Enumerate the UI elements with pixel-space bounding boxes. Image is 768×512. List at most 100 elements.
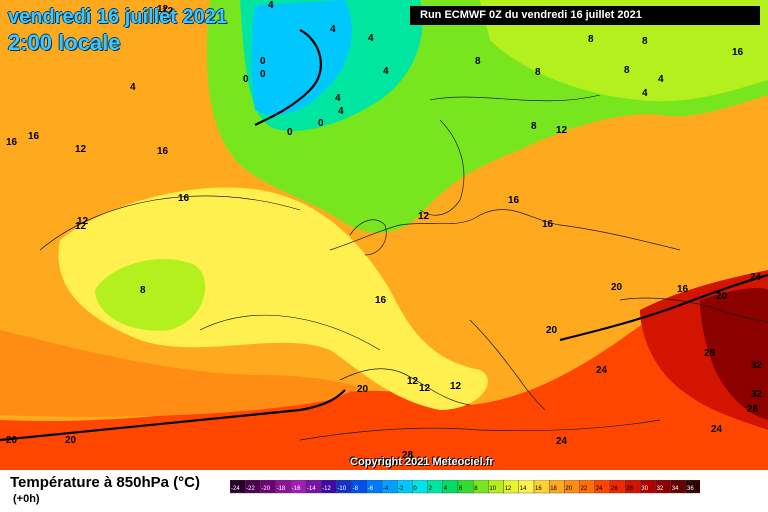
isotherm-12-atlantic: [39, 195, 301, 251]
contour-label: 8: [624, 65, 630, 76]
contour-label: 4: [130, 82, 136, 93]
zone-atlantic-cold-pool: [95, 259, 206, 331]
contour-label: 0: [287, 127, 293, 138]
isotherms-bold: [0, 29, 768, 442]
contour-label: 8: [140, 285, 146, 296]
contour-label: 8: [475, 56, 481, 67]
isotherm-20-east: [559, 273, 768, 342]
contour-label: 4: [658, 74, 664, 85]
zone-yellow-corridor: [58, 187, 488, 410]
scale-tick-label: -4: [383, 486, 389, 492]
contour-label: 16: [28, 131, 40, 142]
scale-tick-label: -2: [398, 486, 404, 492]
zone-yellow-green-ne: [480, 0, 768, 102]
scale-tick-label: 18: [550, 486, 557, 492]
coastline-italy: [469, 319, 546, 411]
coastline-british-isles: [349, 219, 387, 256]
scale-tick-label: 34: [672, 486, 679, 492]
contour-label: 12: [77, 216, 89, 227]
scale-swatch: [685, 480, 700, 494]
coastline-north-africa: [299, 419, 661, 441]
contour-label: 8: [531, 121, 537, 132]
isotherms-thin: [39, 94, 601, 351]
contour-label: 12: [418, 211, 430, 222]
temperature-map: 1244004884484416416121612004812812161616…: [0, 0, 768, 470]
contour-label: 4: [330, 24, 336, 35]
contour-label: 28: [704, 348, 716, 359]
scale-tick-label: -20: [261, 486, 270, 492]
contour-label: 20: [6, 435, 18, 446]
scale-tick-label: -10: [337, 486, 346, 492]
contour-label: 0: [260, 56, 266, 67]
copyright-notice: Copyright 2021 Meteociel.fr: [350, 456, 494, 468]
scale-tick-label: 10: [489, 486, 496, 492]
contour-label: 12: [75, 144, 87, 155]
scale-tick-label: -22: [246, 486, 255, 492]
scale-tick-label: 4: [444, 486, 448, 492]
contour-label: 24: [596, 365, 608, 376]
legend-subtitle: (+0h): [13, 493, 40, 505]
contour-label: 8: [588, 34, 594, 45]
contour-label: 12: [450, 381, 462, 392]
scale-tick-label: 22: [581, 486, 588, 492]
contour-label: 12: [162, 6, 174, 17]
isotherm-20-south: [0, 389, 346, 442]
scale-tick-label: -8: [353, 486, 359, 492]
contour-labels: 1244004884484416416121612004812812161616…: [6, 0, 763, 461]
forecast-time: 2:00 locale: [8, 30, 121, 55]
contour-label: 0: [318, 118, 324, 129]
contour-label: 20: [611, 282, 623, 293]
model-run-banner: Run ECMWF 0Z du vendredi 16 juillet 2021: [410, 6, 760, 25]
contour-label: 32: [751, 360, 763, 371]
contour-label: 4: [338, 106, 344, 117]
contour-label: 16: [157, 146, 169, 157]
scale-tick-label: -18: [277, 486, 286, 492]
contour-label: 32: [751, 389, 763, 400]
contour-label: 8: [642, 36, 648, 47]
scale-tick-label: -14: [307, 486, 316, 492]
scale-tick-label: 24: [596, 486, 603, 492]
scale-tick-label: 14: [520, 486, 527, 492]
contour-label: 12: [157, 4, 169, 15]
contour-label: 0: [243, 74, 249, 85]
scale-tick-label: 36: [687, 486, 694, 492]
coastline-iberia: [339, 368, 471, 406]
scale-tick-label: 32: [657, 486, 664, 492]
scale-tick-label: 12: [505, 486, 512, 492]
scale-tick-label: 16: [535, 486, 542, 492]
zone-hottest-east: [700, 288, 768, 420]
contour-label: 12: [407, 376, 419, 387]
scale-tick-label: -12: [322, 486, 331, 492]
contour-label: 12: [419, 383, 431, 394]
contour-label: 4: [368, 33, 374, 44]
forecast-date: vendredi 16 juillet 2021: [8, 6, 227, 28]
contour-label: 28: [402, 450, 414, 461]
contour-label: 16: [178, 193, 190, 204]
contour-label: 4: [642, 88, 648, 99]
isotherm-0-north: [254, 29, 322, 126]
scale-tick-label: -16: [292, 486, 301, 492]
contour-label: 12: [556, 125, 568, 136]
contour-label: 24: [711, 424, 723, 435]
scale-tick-label: 2: [429, 486, 433, 492]
contour-label: 16: [542, 219, 554, 230]
contour-label: 8: [535, 67, 541, 78]
contour-label: 4: [268, 0, 274, 11]
coastline-turkey: [619, 297, 768, 323]
scale-tick-label: -6: [368, 486, 374, 492]
scale-tick-label: 30: [641, 486, 648, 492]
contour-label: 24: [556, 436, 568, 447]
contour-label: 16: [6, 137, 18, 148]
contour-label: 16: [732, 47, 744, 58]
scale-tick-label: 0: [413, 486, 417, 492]
coastline-europe: [329, 209, 681, 251]
contour-label: 4: [335, 93, 341, 104]
zone-atlantic-south: [0, 330, 360, 417]
scale-tick-label: 6: [459, 486, 463, 492]
contour-label: 20: [357, 384, 369, 395]
contour-label: 24: [750, 272, 762, 283]
isotherm-8-north: [429, 94, 601, 102]
contour-label: 28: [747, 404, 759, 415]
scale-tick-label: -24: [231, 486, 240, 492]
contour-label: 12: [75, 221, 87, 232]
